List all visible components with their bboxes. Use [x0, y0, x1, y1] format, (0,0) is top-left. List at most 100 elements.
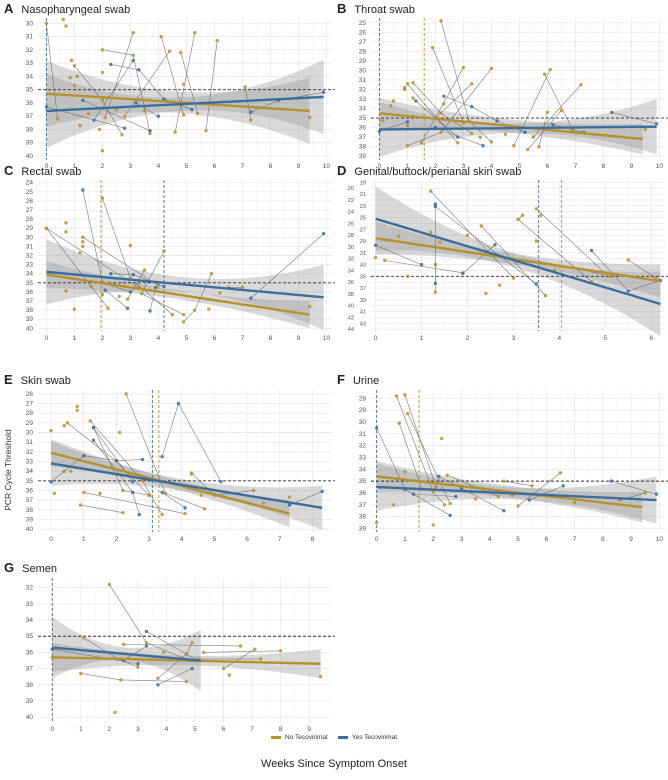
data-point-no — [531, 135, 536, 139]
data-point-no — [65, 421, 70, 425]
panel-d-title: D Genital/buttock/perianal skin swab — [337, 163, 521, 178]
y-tick-label: 32 — [26, 449, 34, 456]
x-tick-label: 9 — [630, 163, 634, 170]
data-point-no — [542, 72, 547, 76]
data-point-no — [456, 141, 460, 145]
data-point-no — [181, 320, 186, 324]
y-tick-label: 36 — [359, 125, 367, 132]
y-tick-label: 37 — [359, 502, 367, 509]
data-point-no — [478, 135, 482, 139]
regression-line-no — [46, 92, 310, 113]
y-tick-label: 34 — [348, 268, 354, 274]
data-point-no — [64, 230, 68, 234]
data-point-no — [429, 189, 433, 193]
data-point-no — [128, 243, 133, 248]
data-point-no — [373, 255, 378, 260]
x-tick-label: 5 — [516, 536, 520, 543]
data-point-yes — [626, 289, 630, 293]
data-point-no — [62, 424, 66, 428]
x-tick-label: 6 — [245, 536, 249, 543]
data-point-no — [559, 108, 564, 113]
trajectory-line-yes — [611, 112, 657, 125]
data-point-yes — [109, 271, 113, 276]
panel-title-text: Genital/buttock/perianal skin swab — [354, 166, 522, 178]
data-point-no — [512, 144, 516, 148]
trajectory-line-no — [384, 260, 463, 274]
data-point-no — [419, 141, 424, 145]
data-point-no — [82, 490, 86, 495]
y-tick-label: 38 — [26, 307, 34, 314]
data-point-yes — [140, 457, 145, 462]
x-tick-label: 6 — [222, 726, 226, 733]
y-tick-label: 33 — [359, 96, 367, 103]
trajectory-line-yes — [611, 480, 657, 495]
x-tick-label: 2 — [115, 536, 119, 543]
data-point-yes — [131, 58, 135, 63]
data-point-no — [119, 678, 123, 682]
y-tick-label: 27 — [360, 227, 366, 233]
data-point-no — [238, 644, 243, 648]
data-point-no — [253, 647, 257, 651]
panel-title-text: Throat swab — [354, 4, 415, 16]
data-point-yes — [481, 144, 485, 148]
data-point-no — [530, 484, 534, 488]
panel-e-title: E Skin swab — [4, 372, 71, 387]
data-point-no — [240, 285, 245, 290]
trajectory-line-yes — [161, 402, 222, 482]
data-point-yes — [91, 438, 96, 442]
data-point-yes — [114, 458, 119, 463]
y-tick-label: 40 — [26, 153, 34, 160]
x-tick-label: 4 — [490, 163, 494, 170]
data-point-no — [44, 226, 49, 230]
trajectory-line-no — [123, 644, 241, 647]
data-point-no — [439, 19, 443, 23]
data-point-no — [643, 491, 647, 495]
data-point-no — [75, 74, 79, 79]
data-point-no — [121, 488, 125, 493]
panel-letter: C — [4, 163, 14, 178]
data-point-no — [72, 64, 77, 68]
data-point-no — [173, 130, 177, 134]
y-tick-label: 30 — [26, 20, 34, 27]
data-point-no — [140, 479, 145, 483]
data-point-no — [201, 650, 206, 655]
x-tick-label: 3 — [136, 726, 140, 733]
data-point-yes — [136, 662, 140, 666]
data-point-no — [402, 85, 407, 90]
data-point-no — [68, 76, 72, 80]
data-point-no — [117, 294, 121, 299]
data-point-yes — [411, 492, 416, 496]
data-point-no — [380, 119, 384, 123]
x-tick-label: 2 — [434, 163, 438, 170]
data-point-no — [78, 123, 82, 128]
trajectory-line-yes — [50, 455, 143, 483]
data-point-no — [442, 102, 446, 106]
panel-a-title: A Nasopharyngeal swab — [4, 1, 130, 16]
panel-title-text: Semen — [22, 563, 57, 575]
y-tick-label: 28 — [26, 216, 34, 223]
data-point-yes — [137, 512, 141, 517]
data-point-no — [72, 83, 77, 88]
x-tick-label: 2 — [108, 726, 112, 733]
data-point-no — [484, 291, 488, 296]
x-tick-label: 0 — [50, 726, 54, 733]
data-point-yes — [437, 474, 441, 479]
y-tick-label: 33 — [26, 458, 34, 465]
data-point-no — [434, 485, 438, 489]
y-tick-label: 32 — [348, 257, 354, 263]
y-tick-label: 21 — [360, 192, 366, 198]
data-point-no — [526, 147, 530, 152]
data-point-no — [100, 149, 105, 153]
x-tick-label: 5 — [518, 163, 522, 170]
data-point-no — [439, 436, 444, 441]
data-point-yes — [405, 120, 410, 124]
x-tick-label: 0 — [45, 163, 49, 170]
x-tick-label: 4 — [558, 335, 562, 342]
data-point-no — [114, 107, 119, 112]
data-point-yes — [470, 104, 474, 109]
y-tick-label: 38 — [359, 514, 367, 521]
x-tick-label: 1 — [73, 163, 77, 170]
y-tick-label: 35 — [26, 280, 34, 287]
data-point-no — [534, 239, 539, 243]
x-tick-label: 2 — [431, 536, 435, 543]
